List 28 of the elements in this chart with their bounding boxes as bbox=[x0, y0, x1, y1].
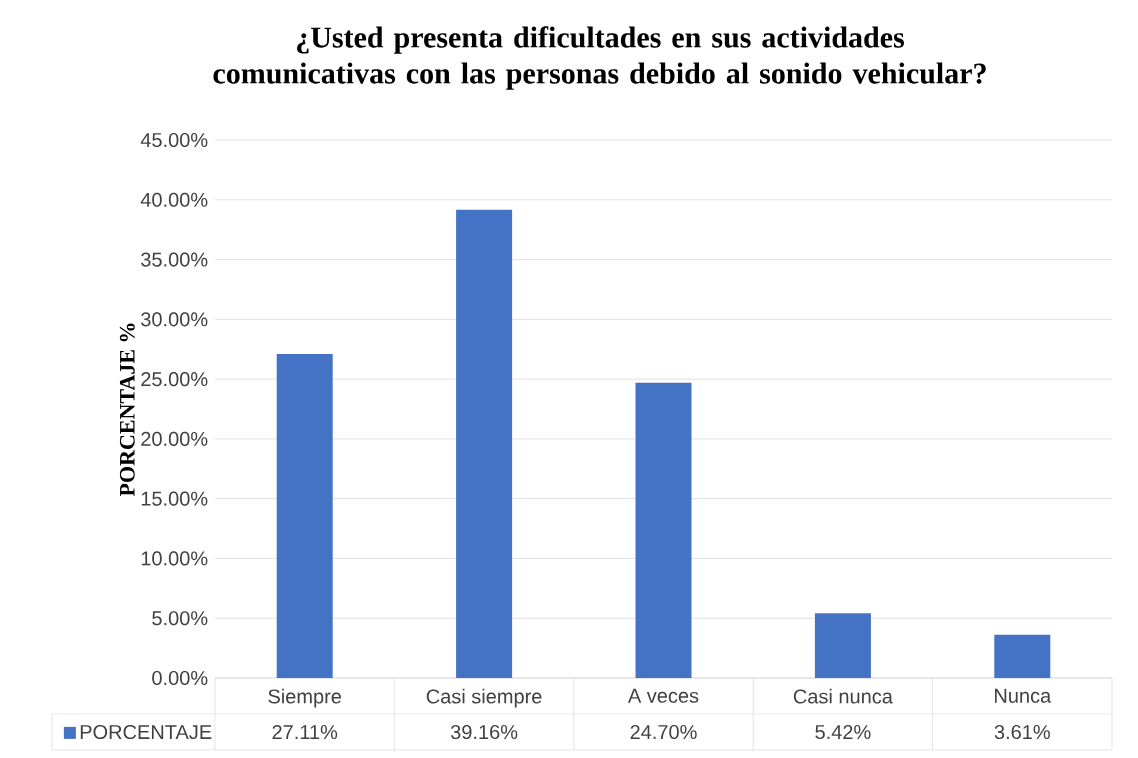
legend-label: PORCENTAJE bbox=[80, 724, 212, 740]
x-tick-label: Siempre bbox=[268, 688, 342, 708]
data-label: 27.11% bbox=[272, 724, 338, 740]
data-label: 39.16% bbox=[450, 724, 518, 740]
bar bbox=[814, 613, 871, 678]
y-tick-label: 5.00% bbox=[152, 611, 208, 626]
data-label: 24.70% bbox=[630, 724, 697, 740]
y-tick-label: 40.00% bbox=[140, 192, 208, 207]
y-axis-title: PORCENTAJE % bbox=[119, 323, 135, 497]
bar bbox=[456, 209, 513, 678]
y-tick-label: 20.00% bbox=[141, 431, 208, 446]
y-tick-label: 25.00% bbox=[141, 372, 208, 387]
y-tick-label: 45.00% bbox=[140, 132, 208, 148]
bar bbox=[994, 634, 1051, 678]
x-tick-label: Casi nunca bbox=[793, 688, 893, 704]
y-tick-label: 15.00% bbox=[141, 491, 208, 506]
y-tick-label: 35.00% bbox=[141, 252, 208, 267]
y-tick-label: 10.00% bbox=[141, 551, 208, 566]
x-tick-label: Casi siempre bbox=[426, 688, 542, 708]
bar bbox=[276, 353, 333, 678]
x-tick-label: Nunca bbox=[995, 688, 1052, 703]
x-tick-label: A veces bbox=[627, 688, 699, 703]
data-label: 5.42% bbox=[815, 724, 871, 740]
data-label: 3.61% bbox=[994, 724, 1050, 740]
y-tick-label: 0.00% bbox=[152, 670, 208, 686]
chart-title: ¿Usted presenta dificultades en sus actividades comunicativas con las personas debido al sonido vehicular? bbox=[213, 26, 986, 90]
bar bbox=[635, 382, 692, 678]
y-tick-label: 30.00% bbox=[141, 312, 208, 327]
